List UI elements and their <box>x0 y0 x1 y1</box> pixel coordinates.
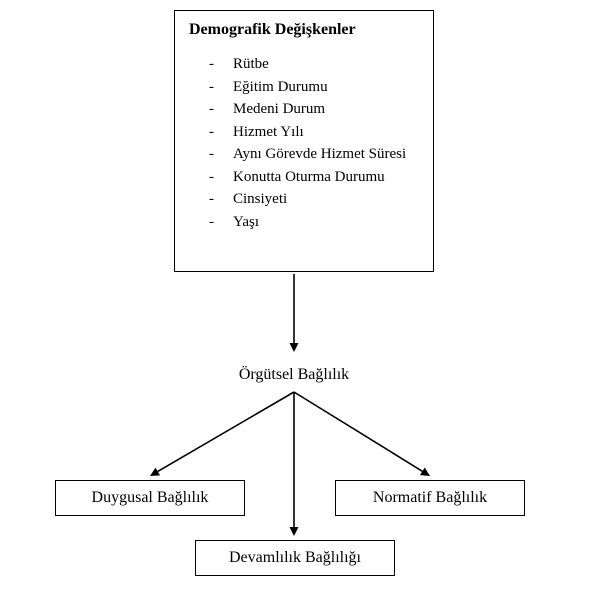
list-item: Eğitim Durumu <box>189 76 419 99</box>
affective-commitment-box: Duygusal Bağlılık <box>55 480 245 516</box>
continuance-commitment-box: Devamlılık Bağlılığı <box>195 540 395 576</box>
list-item: Cinsiyeti <box>189 188 419 211</box>
normative-commitment-box: Normatif Bağlılık <box>335 480 525 516</box>
organizational-commitment-label: Örgütsel Bağlılık <box>239 366 349 384</box>
list-item: Konutta Oturma Durumu <box>189 166 419 189</box>
demographic-variables-list: Rütbe Eğitim Durumu Medeni Durum Hizmet … <box>189 53 419 233</box>
list-item: Hizmet Yılı <box>189 121 419 144</box>
list-item: Rütbe <box>189 53 419 76</box>
demographic-variables-title: Demografik Değişkenler <box>189 21 419 39</box>
demographic-variables-box: Demografik Değişkenler Rütbe Eğitim Duru… <box>174 10 434 272</box>
list-item: Yaşı <box>189 211 419 234</box>
list-item: Aynı Görevde Hizmet Süresi <box>189 143 419 166</box>
list-item: Medeni Durum <box>189 98 419 121</box>
